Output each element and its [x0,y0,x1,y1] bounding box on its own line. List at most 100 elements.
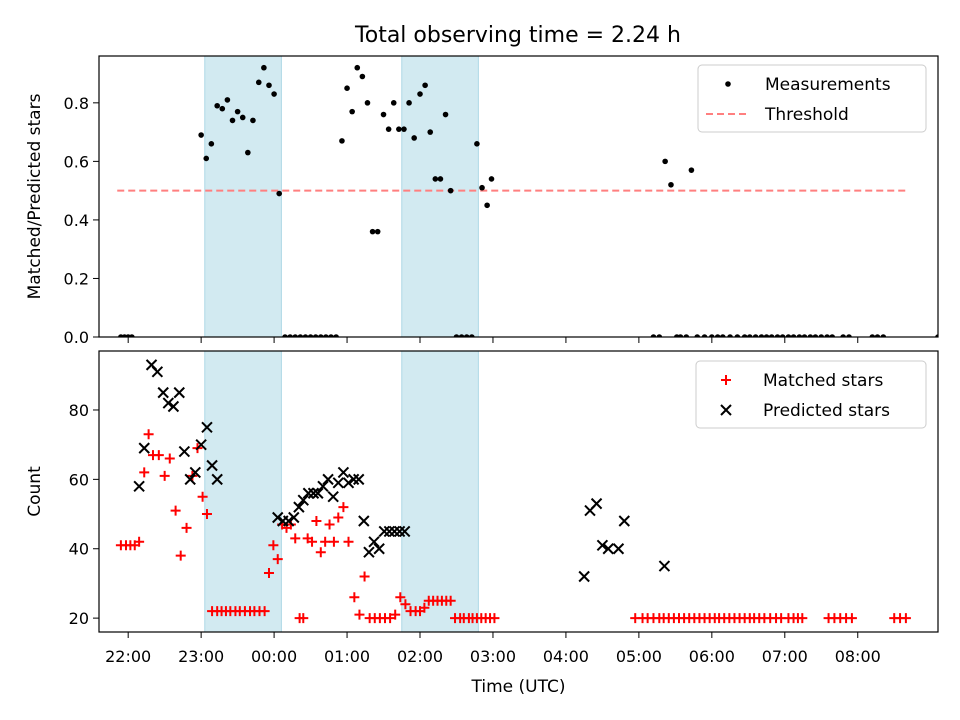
predicted-point [398,525,411,538]
bottom-panel: 20 40 60 80 22:00 23:00 00:00 01:00 02:00 03:00 04… [25,350,939,697]
x-tick-label: 03:00 [470,647,516,666]
matched-point [390,609,401,620]
measurement-point [390,100,397,106]
matched-point [400,599,411,610]
predicted-point [157,386,169,399]
measurement-point [339,138,345,144]
measurement-point [349,108,355,115]
top-panel: 0.0 0.2 0.4 0.6 0.8 Matched/Predicted stars Me… [25,55,939,347]
measurement-point [287,334,293,337]
predicted-point [602,543,614,555]
measurement-point [807,334,814,337]
measurement-point [261,64,267,71]
predicted-point [373,543,385,555]
predicted-point [282,515,295,527]
measurement-point [484,202,490,209]
measurement-point [401,126,407,132]
measurement-point [779,334,786,337]
matched-point [272,554,283,565]
y-tick-label: 20 [69,609,89,628]
x-tick-label: 06:00 [689,647,735,666]
legend: Matched stars Predicted stars [695,360,927,429]
measurement-point [333,334,339,337]
matched-point [359,571,370,582]
measurement-point [694,334,701,337]
x-tick-label: 01:00 [324,647,370,666]
legend-predicted-marker [720,404,732,416]
matched-point [134,536,145,547]
y-tick-label: 0.2 [64,269,89,288]
measurement-point [317,334,324,337]
legend-label: Predicted stars [763,401,890,421]
predicted-point [317,480,329,493]
measurement-point [458,334,465,337]
predicted-point [302,487,315,499]
measurement-point [234,108,241,115]
matched-point [315,547,326,558]
measurement-point [271,91,277,97]
observing-span [401,56,479,337]
matched-point [354,609,365,620]
measurement-point [437,176,444,182]
x-tick-label: 23:00 [178,647,224,666]
matched-point [298,613,309,624]
predicted-point [162,397,175,409]
measurement-point [488,176,495,182]
x-axis-label: Time (UTC) [471,677,566,697]
measurement-point [219,105,226,112]
measurement-point [292,334,299,337]
measurement-point [758,334,765,337]
x-tick-label: 04:00 [543,647,589,666]
measurement-point [677,334,684,337]
predicted-point [388,525,401,538]
y-tick-label: 0.4 [64,211,89,230]
measurement-point [442,111,449,118]
matched-point [324,519,335,530]
measurement-point [250,117,256,124]
legend-box [695,360,927,429]
axes-frame [98,55,939,338]
measurement-point [447,187,454,194]
predicted-point [347,473,360,486]
measurement-point [701,334,708,337]
measurement-point [396,126,402,132]
matched-point [395,592,406,603]
measurement-point [734,334,741,337]
plot-area [117,56,938,337]
measurement-point [282,334,288,337]
x-tick-label: 05:00 [616,647,662,666]
measurement-point [380,111,387,118]
measurement-point [364,100,371,106]
measurement-point [688,167,695,173]
matched-point [170,505,181,516]
measurement-point [276,190,283,197]
x-tick-label: 07:00 [762,647,808,666]
measurement-point [656,334,663,337]
predicted-point [327,490,339,503]
matched-point [900,613,911,624]
measurement-point [203,155,210,162]
y-tick-label: 60 [69,470,89,489]
measurement-point [763,334,770,337]
measurement-point [727,334,733,337]
measurement-point [650,334,657,337]
measurement-point [302,334,309,337]
predicted-point [368,536,380,548]
measurement-point [774,334,781,337]
measurement-point [714,334,721,337]
predicted-point [322,473,334,486]
matched-point [259,606,270,617]
measurement-point [453,334,460,337]
matched-point [181,522,192,533]
matched-point [349,592,360,603]
measurement-point [411,135,417,141]
matched-point [139,467,150,478]
predicted-point [184,473,196,486]
predicted-point [297,494,309,506]
predicted-point [612,543,625,555]
measurement-point [229,117,236,124]
measurement-point [741,334,748,337]
predicted-point [358,515,370,527]
legend-box [697,64,927,133]
